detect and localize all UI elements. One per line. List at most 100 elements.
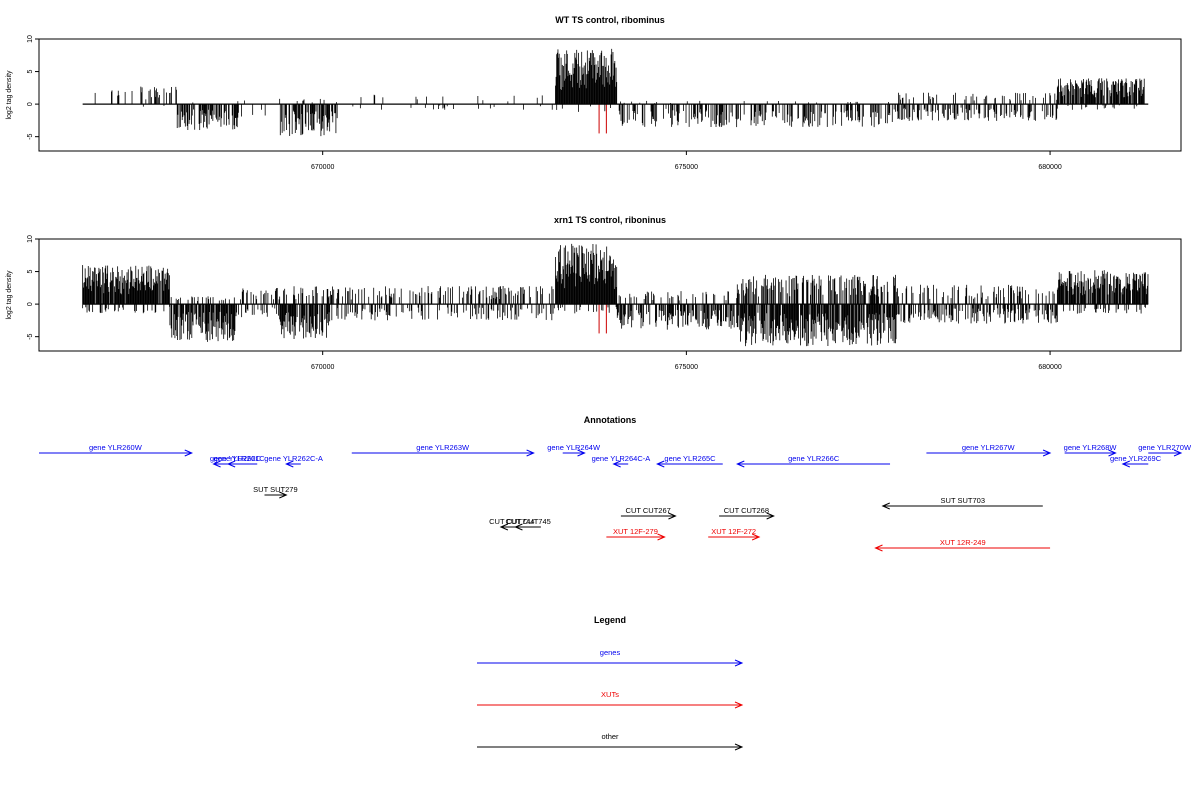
y-axis: -5 0 5 10 <box>27 235 39 340</box>
arrow-head <box>766 512 775 520</box>
y-tick-label: 10 <box>27 235 34 243</box>
plot-frame <box>38 238 1182 352</box>
feature: CUT CUT268 <box>719 506 775 520</box>
arrow-head <box>734 659 744 667</box>
feature-label: CUT CUT744 <box>489 517 534 526</box>
feature: gene YLR262C-A <box>264 454 323 468</box>
feature: XUT 12F-272 <box>708 527 761 541</box>
wt-density-panel: WT TS control, ribominus log2 tag densit… <box>6 15 1182 171</box>
feature-label: XUT 12F-272 <box>711 527 756 536</box>
x-tick-label: 680000 <box>1038 364 1061 371</box>
arrow-head <box>1042 449 1052 457</box>
feature: gene YLR268W <box>1064 443 1117 457</box>
y-axis-label: log2 tag density <box>6 70 13 120</box>
y-axis: -5 0 5 10 <box>27 35 39 140</box>
y-axis-label: log2 tag density <box>6 270 13 320</box>
feature-label: XUT 12F-279 <box>613 527 658 536</box>
y-tick-label: 0 <box>27 302 34 306</box>
x-axis: 670000 675000 680000 <box>311 351 1062 371</box>
feature-label: CUT CUT745 <box>506 517 551 526</box>
arrow-head <box>526 449 535 457</box>
arrow-head <box>881 502 890 510</box>
arrow-head <box>874 544 883 552</box>
x-tick-label: 675000 <box>675 364 698 371</box>
feature: gene YLR264C-A <box>592 454 651 468</box>
legend-item: other <box>477 732 744 751</box>
arrow-head <box>184 449 194 457</box>
legend-title: Legend <box>594 615 626 625</box>
plot-frame <box>38 38 1182 152</box>
feature-label: gene YLR262C-A <box>264 454 323 463</box>
y-tick-label: -5 <box>27 333 34 339</box>
feature: gene YLR265C <box>656 454 723 468</box>
arrow-head <box>751 533 761 541</box>
legend-items: genes XUTs other <box>477 648 744 751</box>
feature-label: gene YLR260W <box>89 443 143 452</box>
feature-label: gene YLR264W <box>547 443 601 452</box>
panel-title: WT TS control, ribominus <box>555 15 665 25</box>
arrow-head <box>1173 449 1183 457</box>
x-axis: 670000 675000 680000 <box>311 151 1062 171</box>
density-bars <box>94 48 1145 137</box>
x-tick-label: 680000 <box>1038 164 1061 171</box>
arrow-head <box>657 533 666 541</box>
y-tick-label: 5 <box>27 70 34 74</box>
feature: gene YLR270W <box>1138 443 1192 457</box>
feature-label: SUT SUT703 <box>941 496 985 505</box>
feature-label: gene YLR262C <box>210 454 262 463</box>
legend-item: genes <box>477 648 744 667</box>
y-tick-label: 0 <box>27 102 34 106</box>
feature-label: gene YLR266C <box>788 454 840 463</box>
legend: Legend genes XUTs other <box>477 615 744 751</box>
feature-label: gene YLR261C <box>213 454 265 463</box>
y-tick-label: -5 <box>27 133 34 139</box>
panel-title: xrn1 TS control, riboninus <box>554 215 666 225</box>
arrow-head <box>279 491 288 499</box>
xrn1-density-panel: xrn1 TS control, riboninus log2 tag dens… <box>6 215 1182 371</box>
arrow-head <box>1121 460 1131 468</box>
legend-label: other <box>601 732 619 741</box>
legend-item: XUTs <box>477 690 744 709</box>
feature: SUT SUT279 <box>253 485 298 499</box>
feature-label: gene YLR263W <box>416 443 470 452</box>
arrow-head <box>736 460 745 468</box>
feature-label: gene YLR264C-A <box>592 454 651 463</box>
arrow-head <box>734 701 744 709</box>
arrow-head <box>499 523 509 531</box>
y-tick-label: 5 <box>27 270 34 274</box>
y-tick-label: 10 <box>27 35 34 43</box>
arrow-head <box>734 743 744 751</box>
feature: XUT 12R-249 <box>874 538 1051 552</box>
feature-label: XUT 12R-249 <box>940 538 986 547</box>
legend-label: genes <box>600 648 621 657</box>
feature: SUT SUT703 <box>881 496 1043 510</box>
feature: CUT CUT744 <box>489 517 534 531</box>
arrow-head <box>668 512 677 520</box>
feature: CUT CUT267 <box>620 506 677 520</box>
feature: XUT 12F-279 <box>606 527 666 541</box>
feature: gene YLR263W <box>351 443 535 457</box>
feature-label: gene YLR269C <box>1110 454 1162 463</box>
feature: gene YLR266C <box>736 454 891 468</box>
feature: gene YLR261C <box>213 454 265 468</box>
feature-label: CUT CUT268 <box>724 506 769 515</box>
legend-label: XUTs <box>601 690 619 699</box>
feature: gene YLR260W <box>39 443 194 457</box>
feature-label: CUT CUT267 <box>626 506 671 515</box>
density-bars <box>82 243 1149 347</box>
feature-label: gene YLR265C <box>664 454 716 463</box>
arrow-head <box>212 460 221 468</box>
feature-label: gene YLR267W <box>962 443 1016 452</box>
arrow-head <box>577 449 586 457</box>
feature: gene YLR269C <box>1110 454 1162 468</box>
feature: gene YLR267W <box>926 443 1052 457</box>
arrow-head <box>226 460 236 468</box>
red-markers <box>598 304 607 334</box>
arrow-head <box>612 460 621 468</box>
x-tick-label: 670000 <box>311 164 334 171</box>
feature-label: gene YLR270W <box>1138 443 1192 452</box>
